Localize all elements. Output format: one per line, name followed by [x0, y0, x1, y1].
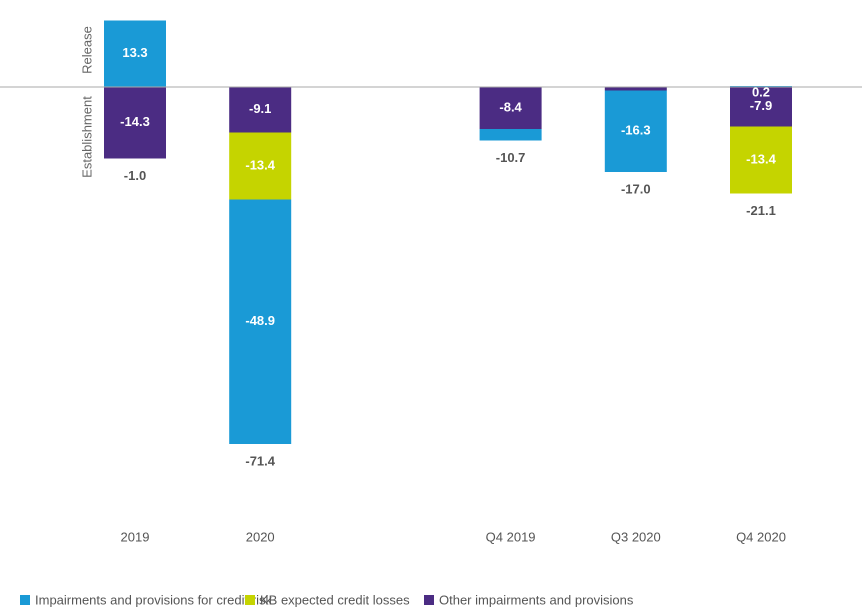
total-label: -21.1 — [746, 203, 776, 218]
x-tick-label: Q3 2020 — [611, 529, 661, 544]
y-negative-label: Establishment — [79, 96, 94, 178]
segment-label: -7.9 — [750, 98, 772, 113]
bar-segment — [604, 90, 667, 172]
segment-label: -8.4 — [499, 99, 522, 114]
x-tick-label: 2020 — [246, 529, 275, 544]
bar-segment — [479, 87, 542, 129]
bar-segment — [730, 87, 792, 127]
bar-segment — [730, 126, 792, 194]
bar-segment — [104, 20, 166, 87]
segment-label: -16.3 — [621, 123, 651, 138]
total-label: -71.4 — [245, 453, 275, 468]
x-tick-label: Q4 2019 — [486, 529, 536, 544]
total-label: -1.0 — [124, 168, 146, 183]
bar-segment — [479, 129, 542, 141]
segment-label: 13.3 — [122, 45, 147, 60]
bar-segment — [604, 87, 667, 91]
legend-label: Other impairments and provisions — [439, 592, 634, 607]
segment-label: -48.9 — [245, 313, 275, 328]
total-label: -17.0 — [621, 181, 651, 196]
bar-segment — [229, 132, 292, 200]
x-tick-label: Q4 2020 — [736, 529, 786, 544]
legend-swatch — [20, 595, 30, 605]
segment-label: -9.1 — [249, 101, 271, 116]
segment-label: 0.2 — [752, 84, 770, 99]
bar-segment — [229, 87, 292, 133]
segment-label: -13.4 — [245, 157, 275, 172]
segment-label: -2.3 — [499, 138, 521, 153]
bar-segment — [104, 87, 166, 159]
x-tick-label: 2019 — [121, 529, 150, 544]
total-label: -10.7 — [496, 150, 526, 165]
legend-label: KB expected credit losses — [260, 592, 410, 607]
legend-label: Impairments and provisions for credit ri… — [35, 592, 272, 607]
legend-swatch — [245, 595, 255, 605]
legend-swatch — [424, 595, 434, 605]
segment-label: -14.3 — [120, 114, 150, 129]
segment-label: -13.4 — [746, 151, 776, 166]
bar-segment — [229, 199, 292, 444]
y-positive-label: Release — [79, 26, 94, 74]
